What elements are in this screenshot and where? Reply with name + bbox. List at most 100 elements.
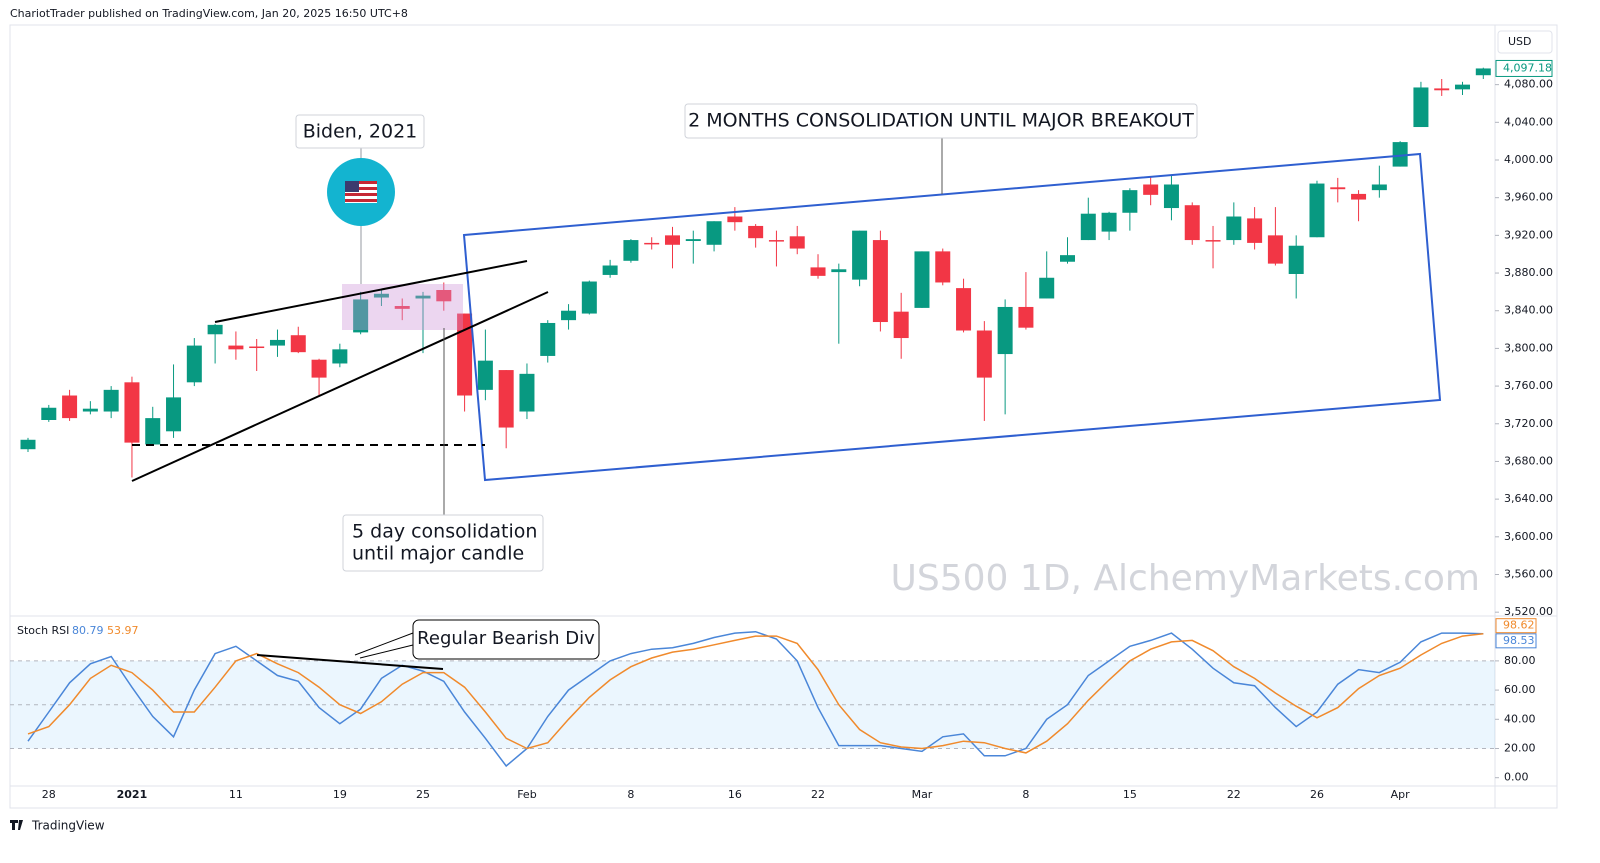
candle-body xyxy=(82,408,98,412)
candle-body xyxy=(748,225,764,239)
callout-text: Biden, 2021 xyxy=(303,121,418,143)
candle-body xyxy=(540,322,556,356)
candle-body xyxy=(457,313,473,396)
y-tick-label: 80.00 xyxy=(1504,654,1536,667)
candle-body xyxy=(20,439,36,450)
candle-body xyxy=(1184,205,1200,241)
divergence-line xyxy=(256,654,444,670)
candle-body xyxy=(41,407,57,420)
candle-body xyxy=(290,335,306,353)
callout-line xyxy=(359,644,414,659)
candle-body xyxy=(997,306,1013,355)
candle-body xyxy=(1371,184,1387,191)
candle-body xyxy=(394,306,410,309)
candle-body xyxy=(1080,213,1096,241)
frame xyxy=(9,24,1558,809)
y-tick-label: 0.00 xyxy=(1504,771,1529,784)
y-tick-label: 3,520.00 xyxy=(1504,605,1553,618)
candle-body xyxy=(1122,190,1138,213)
currency-box xyxy=(1497,30,1553,54)
header: ChariotTrader published on TradingView.c… xyxy=(10,7,408,20)
indicator-value: 80.79 xyxy=(72,624,104,637)
x-tick-label: 8 xyxy=(627,788,634,801)
candle-body xyxy=(1143,184,1159,195)
candle-body xyxy=(602,265,618,275)
candle-body xyxy=(1475,68,1491,76)
last-price-box xyxy=(1495,59,1553,77)
callout-text: 2 MONTHS CONSOLIDATION UNTIL MAJOR BREAK… xyxy=(688,110,1194,132)
candle-body xyxy=(103,389,119,412)
candle-body xyxy=(436,290,452,302)
footer-logo xyxy=(10,820,23,830)
x-tick-label: 26 xyxy=(1310,788,1324,801)
candle-body xyxy=(269,339,285,346)
y-tick-label: 40.00 xyxy=(1504,712,1536,725)
candle-body xyxy=(1247,218,1263,243)
candle-body xyxy=(956,288,972,331)
candle-body xyxy=(373,293,389,298)
candle-body xyxy=(415,295,431,299)
candle-body xyxy=(768,240,784,242)
candle-body xyxy=(1060,255,1075,262)
callout-text: Regular Bearish Div xyxy=(417,628,595,649)
candle-body xyxy=(1392,142,1408,167)
candle-body xyxy=(1163,184,1179,209)
last-value-box xyxy=(1495,618,1537,634)
x-tick-label: 15 xyxy=(1123,788,1137,801)
indicator-title: Stoch RSI xyxy=(17,624,69,637)
last-value-box xyxy=(1495,633,1537,649)
candle-body xyxy=(186,345,202,383)
footer: TradingView xyxy=(31,819,105,833)
candle-body xyxy=(1018,306,1034,328)
indicator-value: 53.97 xyxy=(107,624,139,637)
candle-body xyxy=(311,359,327,378)
callout-box xyxy=(412,619,600,660)
x-tick-label: 19 xyxy=(333,788,347,801)
x-tick-label: Mar xyxy=(912,788,933,801)
candle-body xyxy=(872,240,888,323)
callout-box xyxy=(684,103,1198,139)
y-tick-label: 3,720.00 xyxy=(1504,417,1553,430)
candle-body xyxy=(145,418,161,445)
x-tick-label: Feb xyxy=(517,788,536,801)
candle-body xyxy=(124,382,140,443)
us-flag xyxy=(345,181,377,203)
candle-body xyxy=(644,242,660,245)
candle-body xyxy=(852,230,868,280)
candle-body xyxy=(581,281,597,314)
x-tick-label: 16 xyxy=(728,788,742,801)
watermark: US500 1D, AlchemyMarkets.com xyxy=(891,558,1480,599)
y-tick-label: 3,920.00 xyxy=(1504,228,1553,241)
x-tick-label: 2021 xyxy=(117,788,148,801)
candle-body xyxy=(1330,187,1346,190)
candle-body xyxy=(1351,193,1367,200)
y-tick-label: 4,040.00 xyxy=(1504,115,1553,128)
candle-body xyxy=(935,251,951,283)
currency: USD xyxy=(1508,35,1532,48)
candle-body xyxy=(1039,277,1055,299)
stoch-line xyxy=(27,630,1484,768)
candle-body xyxy=(789,236,805,249)
y-tick-label: 3,560.00 xyxy=(1504,567,1553,580)
candle-body xyxy=(166,397,182,432)
candle-body xyxy=(706,221,722,245)
candle-body xyxy=(228,345,244,350)
candle-body xyxy=(831,269,847,273)
y-tick-label: 3,880.00 xyxy=(1504,266,1553,279)
consolidation-zone xyxy=(342,284,463,330)
x-tick-label: 28 xyxy=(42,788,56,801)
callout-text: 5 day consolidation xyxy=(352,521,537,543)
candle-body xyxy=(810,267,826,276)
x-tick-label: Apr xyxy=(1391,788,1411,801)
x-tick-label: 22 xyxy=(1227,788,1241,801)
x-tick-label: 22 xyxy=(811,788,825,801)
channel xyxy=(462,152,1442,482)
candle-body xyxy=(685,239,701,242)
candle-body xyxy=(976,330,992,378)
candle-body xyxy=(1288,245,1304,274)
candle-body xyxy=(62,395,78,419)
last-value-label: 98.53 xyxy=(1503,634,1535,647)
callout-line xyxy=(354,632,414,656)
y-tick-label: 3,600.00 xyxy=(1504,530,1553,543)
candle-body xyxy=(727,216,743,223)
